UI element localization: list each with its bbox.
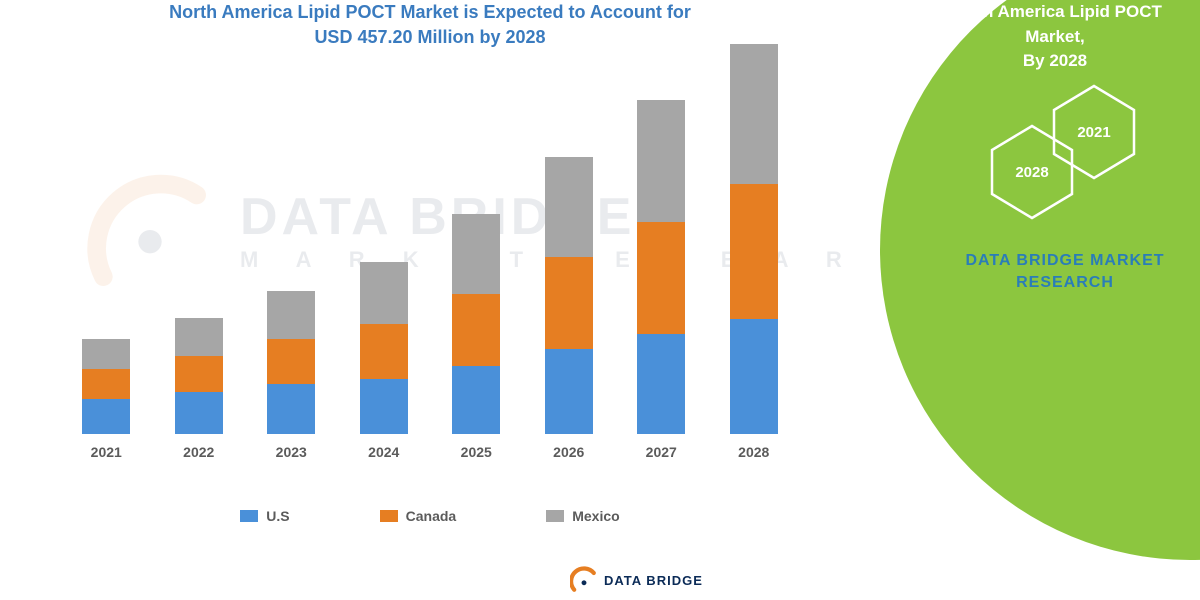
hex-2021: 2021 bbox=[1052, 84, 1136, 180]
x-axis-label: 2026 bbox=[553, 444, 584, 460]
bar-segment-us bbox=[82, 399, 130, 434]
bars-wrap: 2021 2022 2023 2024 2025 2026 2027 2028 bbox=[60, 80, 800, 460]
footer-logo: DATA BRIDGE bbox=[570, 566, 703, 594]
bar-segment-canada bbox=[267, 339, 315, 384]
bar-segment-us bbox=[637, 334, 685, 434]
legend-item: Canada bbox=[380, 508, 457, 524]
legend-item: U.S bbox=[240, 508, 289, 524]
bar-segment-mexico bbox=[360, 262, 408, 324]
bar-stack bbox=[267, 291, 315, 434]
legend-label: U.S bbox=[266, 508, 289, 524]
bar-segment-mexico bbox=[82, 339, 130, 369]
brand-label: DATA BRIDGE MARKET RESEARCH bbox=[950, 250, 1180, 295]
bar-segment-canada bbox=[82, 369, 130, 399]
bar-stack bbox=[730, 44, 778, 434]
x-axis-label: 2023 bbox=[276, 444, 307, 460]
x-axis-label: 2028 bbox=[738, 444, 769, 460]
legend: U.S Canada Mexico bbox=[40, 508, 820, 524]
bar-segment-canada bbox=[730, 184, 778, 319]
bar-segment-us bbox=[545, 349, 593, 434]
root-container: DATA BRIDGE M A R K E T R E S E A R C H … bbox=[0, 0, 1200, 600]
bar-column: 2027 bbox=[626, 100, 696, 460]
bar-column: 2021 bbox=[71, 339, 141, 460]
x-axis-label: 2027 bbox=[646, 444, 677, 460]
chart-title-line1: North America Lipid POCT Market is Expec… bbox=[40, 0, 820, 25]
bar-stack bbox=[637, 100, 685, 434]
x-axis-label: 2022 bbox=[183, 444, 214, 460]
bar-column: 2026 bbox=[534, 157, 604, 460]
bar-segment-mexico bbox=[545, 157, 593, 257]
bar-segment-canada bbox=[175, 356, 223, 392]
bar-column: 2025 bbox=[441, 214, 511, 460]
bar-stack bbox=[545, 157, 593, 434]
bar-column: 2024 bbox=[349, 262, 419, 460]
bar-segment-canada bbox=[637, 222, 685, 334]
legend-label: Mexico bbox=[572, 508, 619, 524]
right-title-line2: By 2028 bbox=[920, 49, 1190, 74]
legend-item: Mexico bbox=[546, 508, 619, 524]
brand-line2: RESEARCH bbox=[950, 272, 1180, 294]
right-panel: North America Lipid POCT Market, By 2028… bbox=[840, 0, 1200, 600]
bar-segment-us bbox=[175, 392, 223, 434]
bar-column: 2028 bbox=[719, 44, 789, 460]
bar-stack bbox=[82, 339, 130, 434]
bar-segment-mexico bbox=[637, 100, 685, 222]
right-title: North America Lipid POCT Market, By 2028 bbox=[920, 0, 1190, 74]
bar-segment-us bbox=[730, 319, 778, 434]
bar-segment-canada bbox=[545, 257, 593, 349]
bar-column: 2022 bbox=[164, 318, 234, 460]
bar-segment-us bbox=[452, 366, 500, 434]
footer-logo-text: DATA BRIDGE bbox=[604, 574, 703, 587]
bar-segment-mexico bbox=[267, 291, 315, 339]
hex-2021-label: 2021 bbox=[1077, 124, 1110, 141]
x-axis-label: 2021 bbox=[91, 444, 122, 460]
bar-segment-mexico bbox=[175, 318, 223, 356]
brand-line1: DATA BRIDGE MARKET bbox=[950, 250, 1180, 272]
chart-area: 2021 2022 2023 2024 2025 2026 2027 2028 bbox=[60, 80, 800, 490]
hex-2028-label: 2028 bbox=[1015, 164, 1048, 181]
right-title-line1: North America Lipid POCT Market, bbox=[920, 0, 1190, 49]
bar-stack bbox=[360, 262, 408, 434]
bar-segment-canada bbox=[452, 294, 500, 366]
legend-swatch-icon bbox=[380, 510, 398, 522]
chart-title: North America Lipid POCT Market is Expec… bbox=[40, 0, 820, 50]
bar-segment-canada bbox=[360, 324, 408, 379]
footer-logo-icon bbox=[570, 566, 598, 594]
legend-swatch-icon bbox=[240, 510, 258, 522]
bar-segment-mexico bbox=[452, 214, 500, 294]
chart-panel: North America Lipid POCT Market is Expec… bbox=[0, 0, 840, 600]
bar-stack bbox=[175, 318, 223, 434]
bar-stack bbox=[452, 214, 500, 434]
bar-segment-mexico bbox=[730, 44, 778, 184]
legend-label: Canada bbox=[406, 508, 457, 524]
legend-swatch-icon bbox=[546, 510, 564, 522]
x-axis-label: 2025 bbox=[461, 444, 492, 460]
bar-column: 2023 bbox=[256, 291, 326, 460]
bar-segment-us bbox=[360, 379, 408, 434]
bar-segment-us bbox=[267, 384, 315, 434]
x-axis-label: 2024 bbox=[368, 444, 399, 460]
chart-title-line2: USD 457.20 Million by 2028 bbox=[40, 25, 820, 50]
